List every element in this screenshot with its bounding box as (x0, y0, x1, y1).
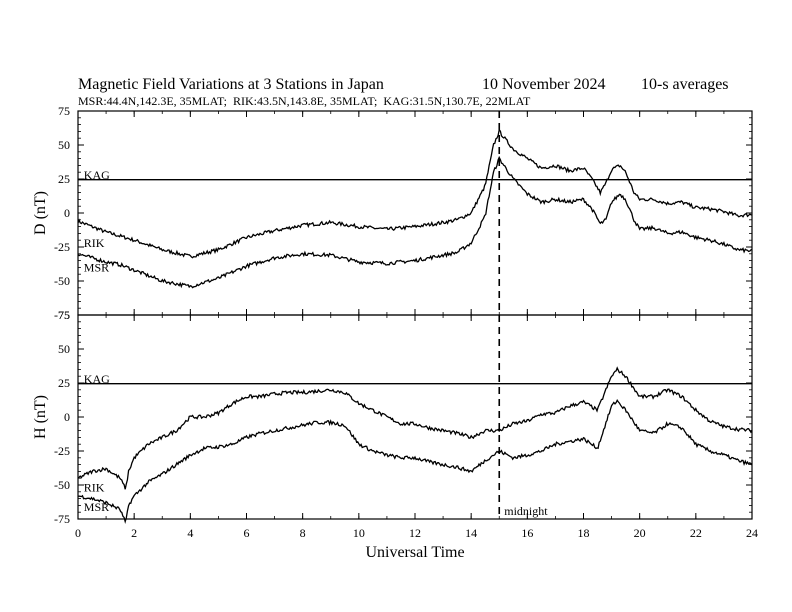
panel-2-frame (77, 314, 753, 520)
y-tick-label: 75 (58, 104, 70, 118)
series-line-msr (77, 155, 753, 289)
midnight-label: midnight (504, 504, 548, 518)
y-tick-label: -50 (54, 274, 70, 288)
chart-date: 10 November 2024 (482, 76, 606, 93)
y-tick-label: 0 (64, 206, 70, 220)
y-axis-label-panel-1: D (nT) (32, 191, 49, 235)
x-tick-label: 0 (75, 526, 81, 540)
x-tick-label: 12 (409, 526, 421, 540)
y-tick-label: -75 (54, 512, 70, 526)
series-label-msr: MSR (84, 260, 109, 274)
y-tick-label: 50 (58, 342, 70, 356)
x-tick-label: 4 (187, 526, 193, 540)
series-label-kag: KAG (84, 372, 110, 386)
series-line-rik (77, 366, 753, 490)
averaging-note: 10-s averages (641, 76, 729, 93)
x-tick-label: 2 (131, 526, 137, 540)
y-tick-label: 50 (58, 138, 70, 152)
y-axis-label-panel-2: H (nT) (32, 395, 49, 439)
x-tick-label: 14 (465, 526, 477, 540)
series-line-rik (77, 399, 753, 525)
x-axis-label: Universal Time (365, 544, 464, 561)
series-label-rik: RIK (84, 481, 105, 495)
y-tick-label: -25 (54, 444, 70, 458)
y-tick-label: 25 (58, 376, 70, 390)
chart-title: Magnetic Field Variations at 3 Stations … (78, 76, 384, 93)
series-label-msr: MSR (84, 500, 109, 514)
series-line-rik (77, 128, 753, 259)
x-tick-label: 22 (690, 526, 702, 540)
y-tick-label: 0 (64, 410, 70, 424)
y-tick-label: -25 (54, 240, 70, 254)
y-tick-label: -50 (54, 478, 70, 492)
stations-subtitle: MSR:44.4N,142.3E, 35MLAT; RIK:43.5N,143.… (78, 94, 531, 108)
x-tick-label: 6 (244, 526, 250, 540)
x-tick-label: 16 (521, 526, 533, 540)
series-label-kag: KAG (84, 168, 110, 182)
x-tick-label: 18 (578, 526, 590, 540)
plot-area: 75 50 25 0 -25 -50 -75 D (nT) KAG RIK MSR 75 50 25 0 -2… (32, 104, 758, 540)
y-tick-label: 75 (58, 308, 70, 322)
x-tick-label: 10 (353, 526, 365, 540)
y-tick-label: -75 (54, 308, 70, 322)
y-tick-label: 25 (58, 172, 70, 186)
x-tick-label: 8 (300, 526, 306, 540)
x-tick-label: 24 (746, 526, 758, 540)
series-label-rik: RIK (84, 236, 105, 250)
x-tick-label: 20 (634, 526, 646, 540)
